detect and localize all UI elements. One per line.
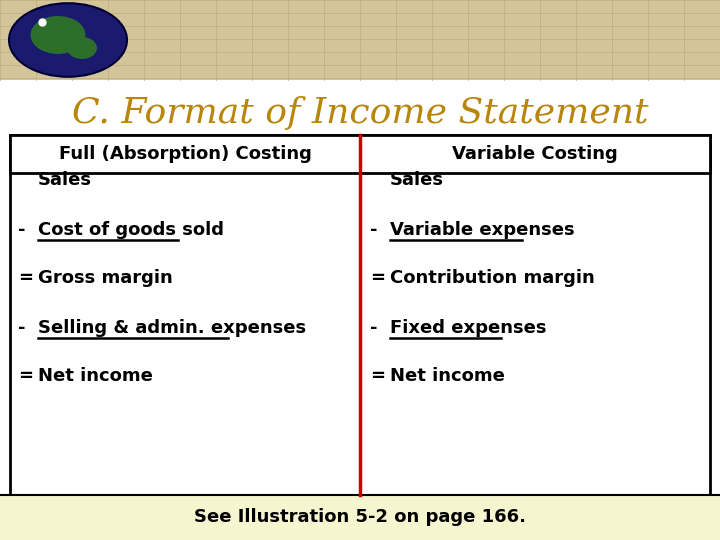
Bar [0, 495, 720, 540]
Text: Sales: Sales [38, 171, 92, 189]
Text: -: - [370, 221, 377, 239]
Text: Net income: Net income [390, 367, 505, 385]
Text: =: = [370, 269, 385, 287]
Text: Net income: Net income [38, 367, 153, 385]
Text: -: - [18, 221, 25, 239]
Text: Fixed expenses: Fixed expenses [390, 319, 546, 337]
Text: See Illustration 5-2 on page 166.: See Illustration 5-2 on page 166. [194, 509, 526, 526]
Bar [10, 135, 710, 495]
Text: -: - [18, 319, 25, 337]
Ellipse shape [9, 3, 127, 77]
Text: C. Format of Income Statement: C. Format of Income Statement [72, 96, 648, 130]
Text: Variable Costing: Variable Costing [452, 145, 618, 163]
Text: Cost of goods sold: Cost of goods sold [38, 221, 224, 239]
Text: =: = [18, 269, 33, 287]
Text: Variable expenses: Variable expenses [390, 221, 575, 239]
Text: =: = [370, 367, 385, 385]
Text: Sales: Sales [390, 171, 444, 189]
Bar [10, 135, 710, 173]
Text: Full (Absorption) Costing: Full (Absorption) Costing [58, 145, 312, 163]
Ellipse shape [67, 37, 97, 59]
Text: -: - [370, 319, 377, 337]
Text: Contribution margin: Contribution margin [390, 269, 595, 287]
Ellipse shape [30, 16, 86, 54]
Text: Selling & admin. expenses: Selling & admin. expenses [38, 319, 306, 337]
Bar [0, 0, 720, 80]
Text: Gross margin: Gross margin [38, 269, 173, 287]
Text: =: = [18, 367, 33, 385]
